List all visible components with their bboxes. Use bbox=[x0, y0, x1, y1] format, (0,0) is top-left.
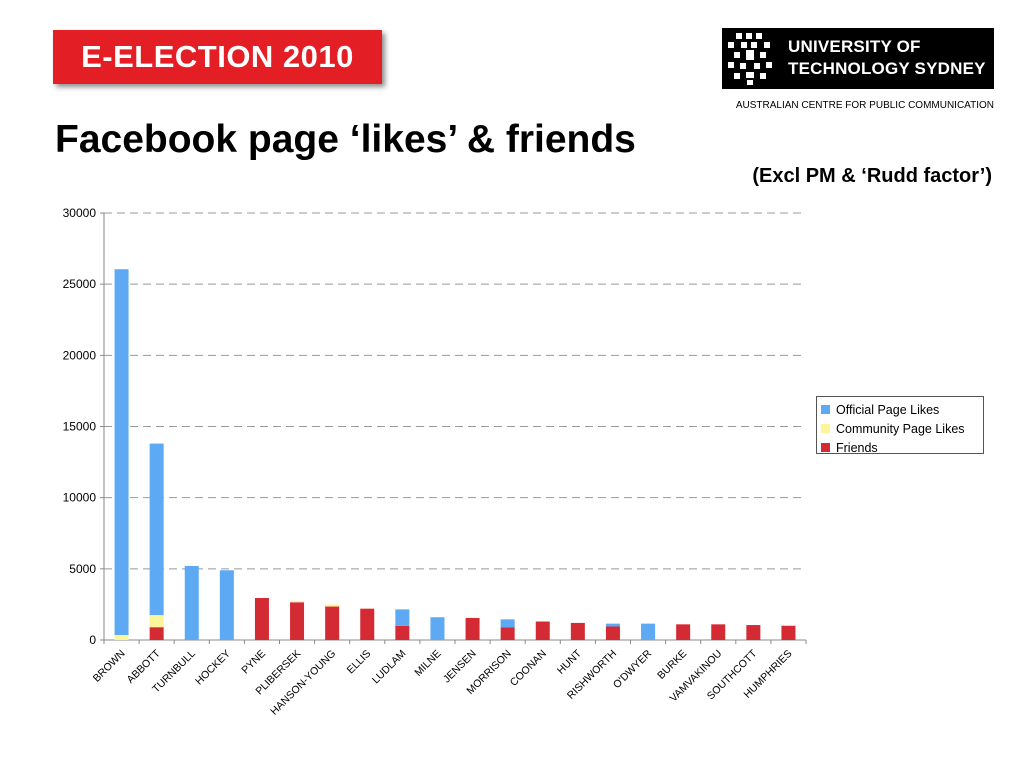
legend-label-community: Community Page Likes bbox=[836, 421, 965, 436]
bar-abbott-official-page-likes bbox=[149, 443, 164, 616]
uts-logo-icon bbox=[724, 30, 778, 87]
bar-ludlam-friends bbox=[395, 625, 410, 640]
bar-pyne-friends bbox=[254, 598, 269, 640]
bar-plibersek-community-page-likes bbox=[290, 600, 305, 603]
bar-abbott-community-page-likes bbox=[149, 615, 164, 628]
x-tick-label-hockey: HOCKEY bbox=[193, 648, 233, 688]
y-tick-label-5000: 5000 bbox=[69, 562, 96, 576]
logo-text-line1: UNIVERSITY OF bbox=[788, 37, 921, 56]
legend-item-official: Official Page Likes bbox=[821, 400, 983, 419]
legend-swatch-community bbox=[821, 424, 830, 433]
legend-swatch-official bbox=[821, 405, 830, 414]
legend-item-community: Community Page Likes bbox=[821, 419, 983, 438]
bar-brown-official-page-likes bbox=[114, 269, 129, 636]
y-tick-label-30000: 30000 bbox=[63, 206, 97, 220]
bar-southcott-friends bbox=[746, 625, 761, 640]
bar-coonan-friends bbox=[535, 621, 550, 640]
bar-hunt-friends bbox=[570, 622, 585, 640]
y-tick-label-0: 0 bbox=[89, 633, 96, 647]
bar-jensen-friends bbox=[465, 617, 480, 640]
bar-rishworth-official-page-likes bbox=[605, 623, 620, 627]
bar-morrison-friends bbox=[500, 627, 515, 640]
bar-hansonyoung-community-page-likes bbox=[325, 604, 340, 607]
bar-abbott-friends bbox=[149, 627, 164, 640]
chart-subtitle: (Excl PM & ‘Rudd factor’) bbox=[752, 165, 992, 187]
legend-swatch-friends bbox=[821, 443, 830, 452]
bar-ludlam-official-page-likes bbox=[395, 609, 410, 626]
chart-legend: Official Page Likes Community Page Likes… bbox=[816, 396, 984, 457]
bar-hockey-official-page-likes bbox=[219, 570, 234, 640]
legend-label-friends: Friends bbox=[836, 440, 878, 455]
bar-hansonyoung-friends bbox=[325, 606, 340, 640]
x-tick-label-burke: BURKE bbox=[655, 648, 689, 682]
bar-plibersek-friends bbox=[290, 602, 305, 640]
bar-humphries-friends bbox=[781, 625, 796, 640]
x-tick-label-odwyer: O'DWYER bbox=[611, 647, 655, 691]
y-tick-label-10000: 10000 bbox=[63, 491, 97, 505]
bar-turnbull-official-page-likes bbox=[184, 565, 199, 640]
bar-ellis-friends bbox=[360, 608, 375, 640]
bar-vamvakinou-friends bbox=[711, 624, 726, 640]
legend-item-friends: Friends bbox=[821, 438, 983, 457]
x-tick-label-hansonyoung: HANSON-YOUNG bbox=[268, 648, 338, 718]
chart-title: Facebook page ‘likes’ & friends bbox=[55, 118, 636, 161]
x-tick-label-brown: BROWN bbox=[91, 648, 128, 685]
election-badge: E-ELECTION 2010 bbox=[53, 30, 382, 84]
x-tick-label-pyne: PYNE bbox=[239, 648, 268, 677]
bar-brown-community-page-likes bbox=[114, 635, 129, 640]
x-tick-label-hunt: HUNT bbox=[555, 647, 585, 677]
bar-odwyer-official-page-likes bbox=[641, 623, 656, 640]
x-tick-label-ludlam: LUDLAM bbox=[370, 648, 409, 687]
y-tick-label-15000: 15000 bbox=[63, 420, 97, 434]
x-tick-label-coonan: COONAN bbox=[508, 648, 549, 689]
x-tick-label-ellis: ELLIS bbox=[345, 648, 374, 677]
bar-burke-friends bbox=[676, 624, 691, 640]
election-badge-label: E-ELECTION 2010 bbox=[81, 39, 354, 74]
y-tick-label-20000: 20000 bbox=[63, 348, 97, 362]
legend-label-official: Official Page Likes bbox=[836, 402, 940, 417]
x-tick-label-milne: MILNE bbox=[412, 648, 443, 679]
bar-milne-official-page-likes bbox=[430, 617, 445, 640]
y-tick-label-25000: 25000 bbox=[63, 277, 97, 291]
centre-name: AUSTRALIAN CENTRE FOR PUBLIC COMMUNICATI… bbox=[735, 100, 994, 111]
logo-text-line2: TECHNOLOGY SYDNEY bbox=[788, 59, 986, 78]
uts-logo: UNIVERSITY OF TECHNOLOGY SYDNEY bbox=[722, 28, 994, 89]
bar-rishworth-friends bbox=[605, 626, 620, 640]
bar-morrison-official-page-likes bbox=[500, 619, 515, 628]
